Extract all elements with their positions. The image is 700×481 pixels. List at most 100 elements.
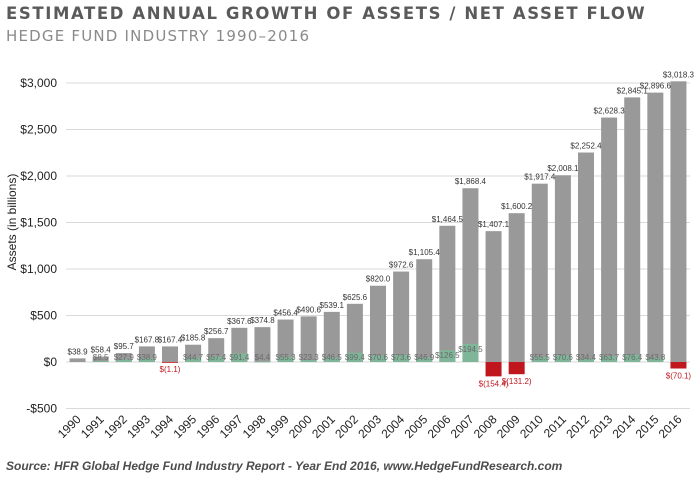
- asset-bar: [647, 92, 664, 362]
- asset-bar: [554, 175, 571, 362]
- asset-label: $2,252.4: [570, 142, 602, 151]
- positive-flow-bar: [231, 353, 248, 362]
- x-tick-label: 1996: [194, 412, 223, 441]
- asset-label: $1,917.4: [524, 173, 556, 182]
- x-tick-label: 1994: [147, 412, 176, 441]
- asset-label: $820.0: [366, 275, 391, 284]
- flow-label: $34.4: [576, 353, 597, 362]
- chart-subtitle: HEDGE FUND INDUSTRY 1990–2016: [6, 27, 311, 45]
- asset-bar: [323, 311, 340, 362]
- asset-label: $2,008.1: [547, 164, 579, 173]
- asset-label: $456.4: [273, 309, 298, 318]
- y-tick-label: $2,500: [20, 123, 57, 137]
- flow-labels: $8.5 $27.9 $38.9$(1.1)$44.7 $57.4 $91.4 $4.4 $…: [93, 345, 692, 388]
- positive-flow-bar: [138, 358, 155, 362]
- asset-bar: [185, 344, 202, 362]
- asset-label: $374.8: [250, 316, 275, 325]
- positive-flow-bar: [92, 361, 109, 363]
- asset-bar: [115, 353, 132, 362]
- asset-label: $58.4: [91, 346, 112, 355]
- flow-label: $99.4: [345, 353, 366, 362]
- asset-bar: [462, 188, 479, 362]
- asset-label: $1,600.2: [501, 202, 533, 211]
- asset-label: $2,845.1: [617, 86, 649, 95]
- x-tick-label: 2005: [402, 412, 431, 441]
- x-tick-label: 2006: [425, 412, 454, 441]
- flow-label: $23.3: [299, 353, 320, 362]
- flow-label: $76.4: [622, 353, 643, 362]
- asset-bar: [277, 319, 294, 362]
- positive-flow-bar: [323, 357, 340, 362]
- flow-label: $44.7: [183, 353, 204, 362]
- asset-label: $2,896.6: [640, 82, 672, 91]
- y-tick-label: $500: [30, 309, 57, 323]
- positive-flow-bar: [115, 359, 132, 362]
- asset-label: $367.6: [227, 317, 252, 326]
- negative-flow-bar: [670, 362, 687, 369]
- asset-label: $95.7: [114, 342, 135, 351]
- x-tick-label: 1995: [170, 412, 199, 441]
- asset-bar: [531, 183, 548, 362]
- positive-flow-bar: [254, 361, 271, 363]
- asset-label: $3,018.3: [663, 70, 695, 79]
- y-tick-label: $3,000: [20, 76, 57, 90]
- asset-bar: [69, 358, 86, 362]
- asset-bar: [208, 338, 225, 362]
- x-tick-label: 1998: [240, 412, 269, 441]
- asset-label: $167.4: [158, 335, 183, 344]
- asset-label: $539.1: [320, 301, 345, 310]
- positive-flow-bar: [277, 356, 294, 362]
- x-tick-label: 2012: [563, 412, 592, 441]
- flow-label: $70.6: [553, 353, 574, 362]
- flow-label: $57.4: [206, 353, 227, 362]
- asset-bar: [370, 285, 386, 362]
- positive-flow-bar: [370, 355, 386, 362]
- chart-title: ESTIMATED ANNUAL GROWTH OF ASSETS / NET …: [6, 4, 647, 23]
- flow-label: $46.9: [414, 353, 435, 362]
- asset-bar: [485, 231, 502, 362]
- asset-bar: [578, 152, 594, 362]
- positive-flow-bar: [554, 355, 571, 362]
- x-tick-label: 2000: [286, 412, 315, 441]
- asset-label: $167.8: [135, 335, 160, 344]
- flow-label: $126.5: [435, 351, 460, 360]
- flow-label: $8.5: [93, 353, 109, 362]
- asset-label: $490.6: [296, 305, 321, 314]
- flow-label: $194.5: [458, 345, 483, 354]
- y-axis-label: Assets (in billions): [5, 174, 19, 271]
- flow-label: $(1.1): [160, 365, 181, 374]
- flow-label: $63.7: [599, 353, 620, 362]
- source-note: Source: HFR Global Hedge Fund Industry R…: [6, 459, 563, 473]
- x-tick-label: 2007: [448, 412, 477, 441]
- chart: -$500 $0 $500 $1,000 $1,500 $2,000 $2,500 $3,00…: [5, 70, 695, 441]
- asset-bar: [231, 327, 248, 362]
- positive-flow-bar: [346, 352, 363, 362]
- asset-labels: $38.9 $58.4 $95.7$167.8$167.4$185.8$256.7$…: [68, 70, 695, 356]
- asset-label: $1,464.5: [432, 215, 464, 224]
- flow-label: $55.3: [276, 353, 297, 362]
- flow-label: $(131.2): [502, 377, 532, 386]
- flow-bars: [92, 343, 687, 377]
- asset-label: $1,407.1: [478, 220, 510, 229]
- x-axis-ticks: 1990199119921993199419951996199719981999…: [55, 412, 685, 441]
- positive-flow-bar: [462, 343, 479, 362]
- positive-flow-bar: [208, 356, 225, 362]
- flow-label: $46.5: [322, 353, 343, 362]
- asset-bar: [162, 346, 178, 362]
- positive-flow-bar: [300, 359, 317, 362]
- asset-bar: [138, 346, 155, 362]
- flow-label: $70.6: [368, 353, 389, 362]
- negative-flow-bar: [508, 362, 525, 375]
- x-tick-label: 2014: [610, 412, 639, 441]
- x-tick-label: 2001: [309, 412, 338, 441]
- x-tick-label: 1999: [263, 412, 292, 441]
- x-tick-label: 2011: [541, 412, 569, 440]
- asset-label: $625.6: [343, 293, 368, 302]
- flow-label: $27.9: [114, 353, 135, 362]
- flow-label: $43.8: [645, 353, 666, 362]
- asset-label: $38.9: [68, 347, 89, 356]
- flow-label: $91.4: [229, 353, 250, 362]
- asset-bar: [254, 327, 271, 362]
- asset-label: $256.7: [204, 327, 229, 336]
- positive-flow-bar: [416, 357, 433, 362]
